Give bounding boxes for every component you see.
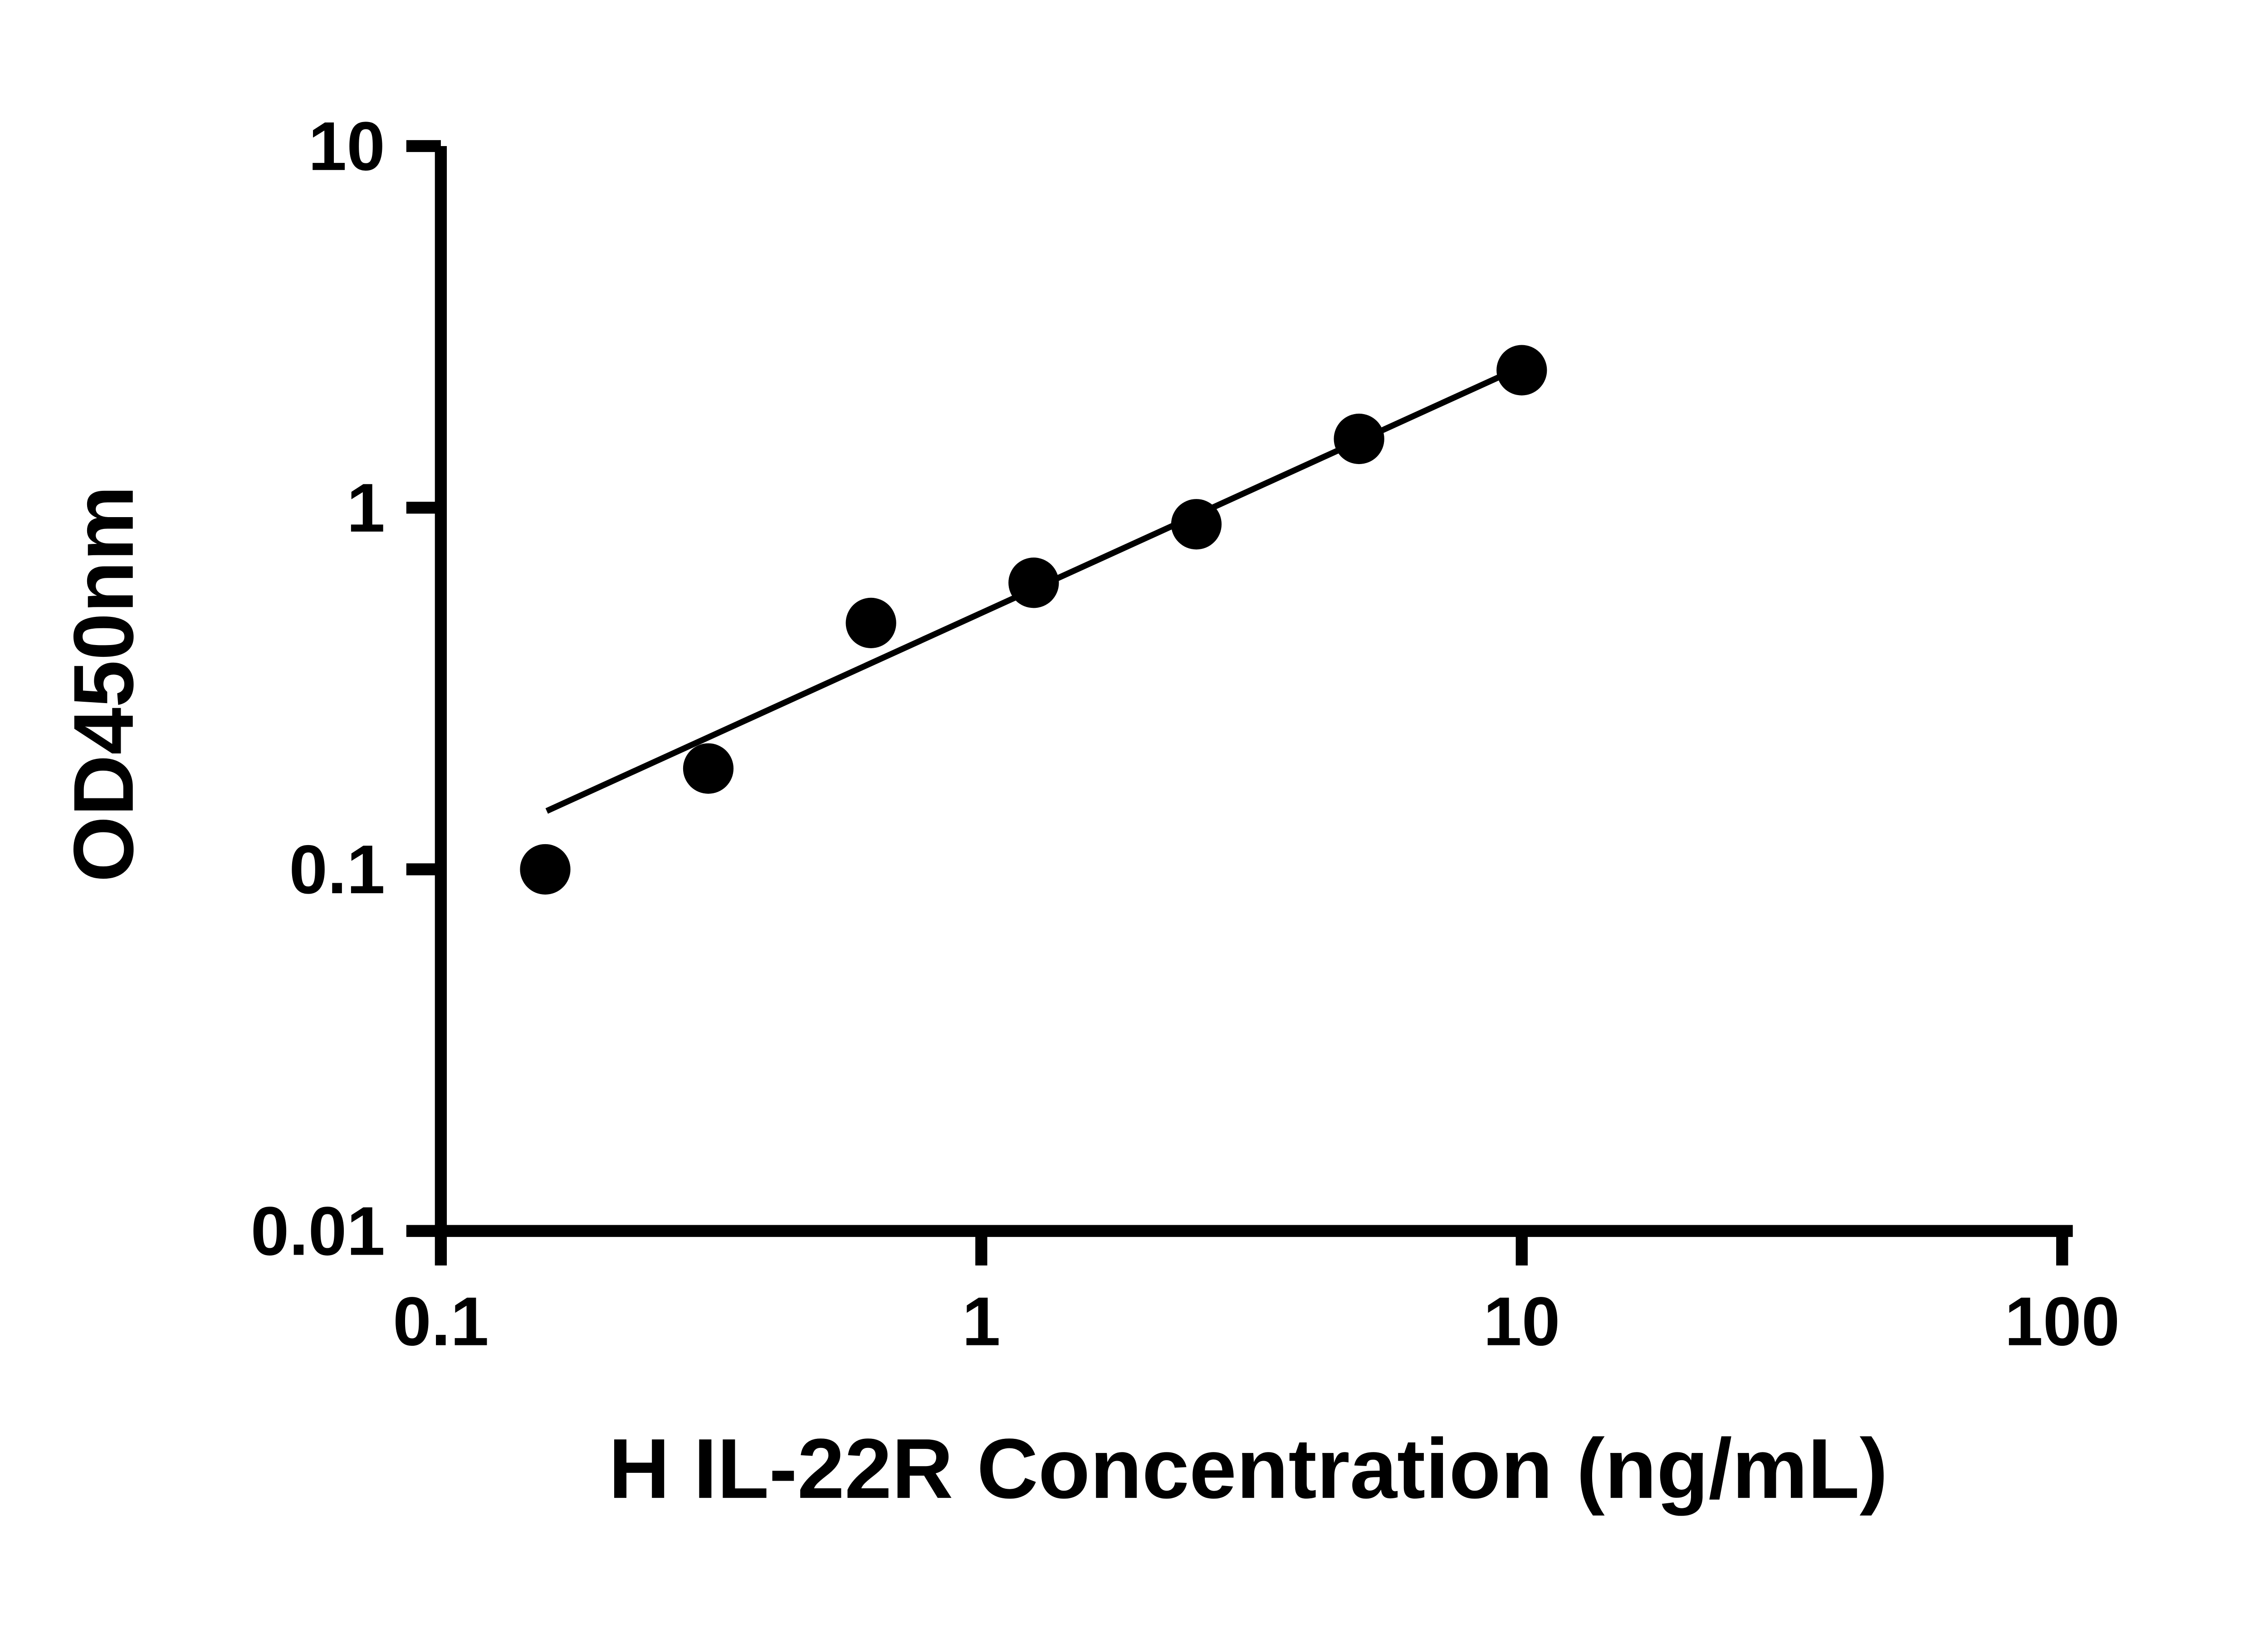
axis-ticks [406,140,2068,1266]
data-point [1334,413,1384,464]
data-point [1496,345,1547,396]
elisa-standard-curve-figure: 0.1 1 10 100 0.01 0.1 1 10 OD450nm H IL-22R Con… [55,108,2120,1516]
data-point [520,844,571,895]
x-axis-title: H IL-22R Concentration (ng/mL) [609,1421,1888,1516]
axes-frame [435,146,2073,1237]
y-tick-label: 0.1 [289,831,385,908]
axes [435,146,2073,1237]
data-point [1008,557,1059,608]
y-tick-label: 10 [308,108,385,185]
x-tick-label: 100 [2004,1283,2120,1360]
y-tick-label: 1 [347,469,385,547]
x-tick-label: 10 [1483,1283,1560,1360]
x-tick-label: 0.1 [393,1283,489,1360]
x-tick-label: 1 [962,1283,1001,1360]
y-axis-title: OD450nm [56,485,151,882]
data-point [846,597,896,648]
y-tick-label: 0.01 [251,1193,385,1270]
data-points-layer [520,345,1547,895]
data-point [1171,499,1222,550]
data-point [683,743,734,794]
